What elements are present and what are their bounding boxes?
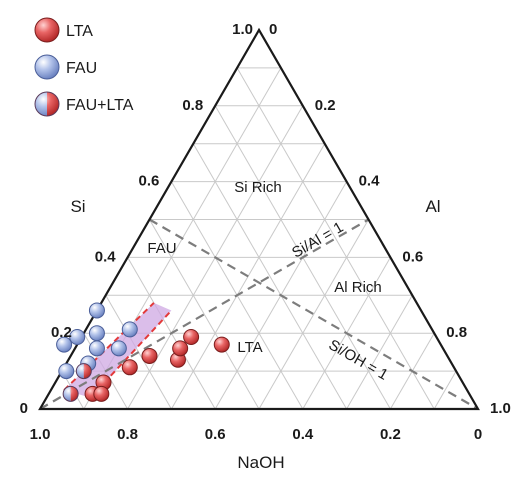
point-fau-lta xyxy=(75,363,92,380)
reference-lines xyxy=(39,218,479,410)
point-fau xyxy=(121,321,138,338)
point-fau xyxy=(56,336,73,353)
data-points xyxy=(56,302,230,402)
grid-line xyxy=(236,67,435,410)
point-lta xyxy=(172,340,189,357)
point-lta xyxy=(121,359,138,376)
tick-label-right: 0.8 xyxy=(446,324,467,341)
point-fau xyxy=(88,325,105,342)
tick-label-bottom: 0.4 xyxy=(292,426,314,443)
legend-marker-fau-lta-right xyxy=(47,92,59,116)
point-lta xyxy=(213,336,230,353)
grid-line xyxy=(433,370,457,410)
tick-label-right: 0.2 xyxy=(315,97,336,114)
tick-label-left: 0.2 xyxy=(51,324,72,341)
tick-label-right: 0.4 xyxy=(359,173,381,190)
ref-line-label-si-al: Si/Al = 1 xyxy=(289,219,346,262)
triangle-frame xyxy=(38,27,480,411)
point-fau xyxy=(58,363,75,380)
legend-marker-fau-lta-left xyxy=(35,92,47,116)
point-fau-lta xyxy=(62,385,79,402)
point-outline xyxy=(62,385,79,402)
point-fau xyxy=(88,340,105,357)
axis-label-si: Si xyxy=(70,197,85,216)
point-half-lta xyxy=(70,386,79,402)
region-label-fau: FAU xyxy=(147,240,176,257)
region-label-lta: LTA xyxy=(237,339,262,356)
tick-label-left: 0.4 xyxy=(95,248,117,265)
point-half-fau xyxy=(63,386,71,402)
point-fau xyxy=(69,328,86,345)
tick-label-left: 0.6 xyxy=(139,173,160,190)
legend-marker-fau xyxy=(34,54,60,80)
tick-label-bottom: 0 xyxy=(474,426,482,443)
point-lta xyxy=(183,328,200,345)
legend-item-lta: LTA xyxy=(34,17,93,43)
legend-marker-fau-lta-outline xyxy=(34,91,60,117)
legend-marker-lta xyxy=(34,17,60,43)
legend-item-fau-lta: FAU+LTA xyxy=(34,91,134,117)
tick-label-left: 1.0 xyxy=(232,21,253,38)
reference-line-1 xyxy=(148,218,479,410)
legend-label-fau-lta: FAU+LTA xyxy=(66,97,134,114)
region-label-al-rich: Al Rich xyxy=(334,279,382,296)
tick-labels: 1.0 0.8 0.6 0.4 0.2 000.20.40.60.81.0 00.20.40… xyxy=(20,21,511,443)
point-lta xyxy=(141,347,158,364)
tick-label-bottom: 0.2 xyxy=(380,426,401,443)
legend-item-fau: FAU xyxy=(34,54,97,80)
legend: LTA FAU FAU+LTA xyxy=(34,17,134,117)
legend-label-fau: FAU xyxy=(66,60,97,77)
tick-label-right: 0 xyxy=(269,21,277,38)
point-lta xyxy=(93,385,110,402)
tick-label-bottom: 1.0 xyxy=(30,426,51,443)
triangle-outline xyxy=(38,27,480,411)
point-half-fau xyxy=(76,363,84,379)
point-fau xyxy=(88,302,105,319)
grid-line xyxy=(258,219,369,410)
legend-label-lta: LTA xyxy=(66,23,93,40)
region-label-si-rich: Si Rich xyxy=(234,179,282,196)
tick-label-left: 0 xyxy=(20,400,28,417)
grid-line xyxy=(149,219,260,410)
tick-label-right: 1.0 xyxy=(490,400,511,417)
axis-label-al: Al xyxy=(425,197,440,216)
point-fau xyxy=(110,340,127,357)
point-half-lta xyxy=(83,363,92,379)
axis-label-naoh: NaOH xyxy=(237,453,284,472)
tick-label-left: 0.8 xyxy=(182,97,203,114)
reference-line-0 xyxy=(39,218,370,410)
grid-line xyxy=(346,295,413,410)
point-outline xyxy=(75,363,92,380)
tick-label-bottom: 0.6 xyxy=(205,426,226,443)
tick-label-right: 0.6 xyxy=(402,248,423,265)
grid-line xyxy=(192,143,348,410)
ref-line-label-si-oh: Si/OH = 1 xyxy=(326,336,391,383)
tick-label-bottom: 0.8 xyxy=(117,426,138,443)
